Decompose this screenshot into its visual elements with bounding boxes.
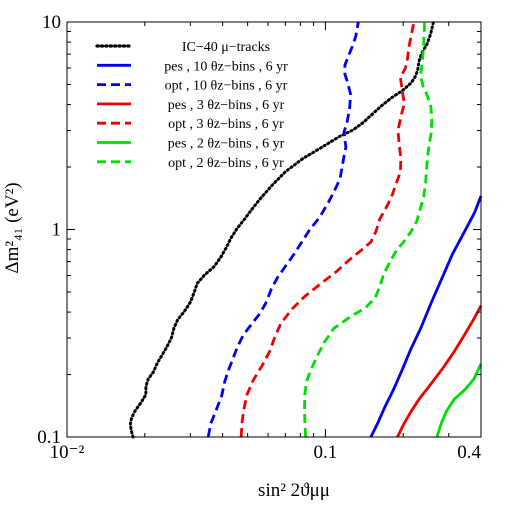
series-layer [128,20,483,439]
y-tick-label-1: 1 [52,220,62,241]
x-tick-label-1: 0.1 [314,442,338,463]
series-line-4 [239,21,416,438]
y-axis-label: Δm²₄₁ (eV²) [2,182,23,273]
legend-label-2: opt , 10 θz−bins , 6 yr [165,79,288,94]
legend-label-3: pes , 3 θz−bins , 6 yr [168,98,285,113]
series-line-5 [435,363,483,438]
series-line-6 [303,21,434,438]
x-axis-label: sin² 2ϑμμ [258,480,330,501]
y-tick-label-0: 0.1 [37,427,61,448]
legend: IC−40 μ−tracks pes , 10 θz−bins , 6 yr opt… [95,40,288,171]
legend-label-6: opt , 2 θz−bins , 6 yr [168,156,284,171]
series-line-1 [369,195,483,438]
legend-label-4: opt , 3 θz−bins , 6 yr [168,117,284,132]
series-line-0 [128,20,435,439]
x-tick-label-2: 0.4 [457,442,481,463]
series-line-3 [396,304,483,438]
legend-label-1: pes , 10 θz−bins , 6 yr [164,59,288,74]
y-tick-label-2: 10 [42,12,61,33]
x-tick-label-0: 10⁻² [50,442,85,463]
legend-label-0: IC−40 μ−tracks [182,40,270,55]
legend-label-5: pes , 2 θz−bins , 6 yr [168,137,285,152]
